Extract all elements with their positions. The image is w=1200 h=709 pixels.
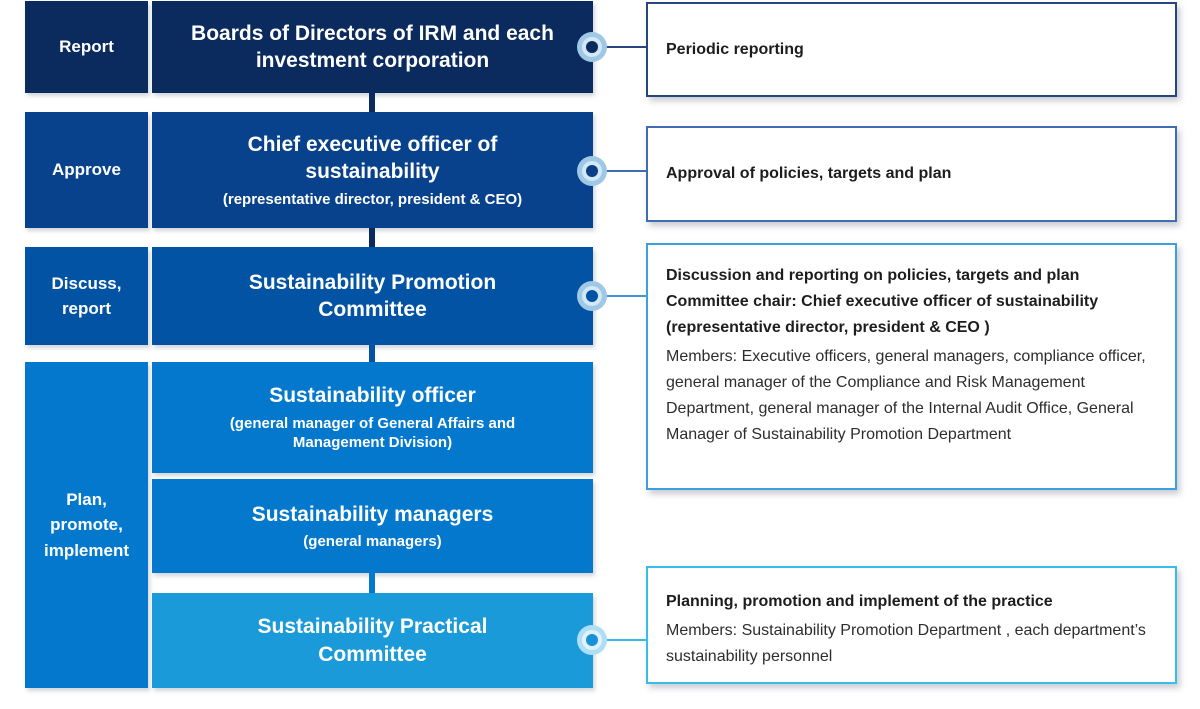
dot-core [586,290,598,302]
org-box-title: Boards of Directors of IRM and each inve… [191,21,554,72]
note-body-text: Members: Executive officers, general man… [666,348,1146,443]
dot-ring [582,37,602,57]
vertical-connector-boards-to-ceo [369,93,375,112]
horizontal-connector-approval [598,170,648,172]
action-label-plan-promote-implement: Plan, promote, implement [25,362,148,688]
vertical-connector-ceo-to-committee [369,228,375,247]
org-box-sustainability-promotion-committee: Sustainability Promotion Committee [152,247,593,345]
org-box-sustainability-practical-committee: Sustainability Practical Committee [152,593,593,688]
note-bold-text: Discussion and reporting on policies, ta… [666,267,1080,284]
vertical-connector-committee-to-officer [369,345,375,362]
horizontal-connector-planning [598,639,648,641]
action-label-report: Report [25,1,148,93]
action-label-discuss-report: Discuss, report [25,247,148,345]
note-box-planning-and-members: Planning, promotion and implement of the… [646,566,1177,684]
note-body-text: Members: Sustainability Promotion Depart… [666,622,1146,665]
dot-core [586,165,598,177]
org-box-subtitle: (general managers) [303,532,442,550]
org-box-sustainability-officer: Sustainability officer (general manager … [152,362,593,473]
vertical-connector-managers-to-practical [369,573,375,593]
note-bold-text: Periodic reporting [666,40,804,58]
org-box-title: Sustainability Promotion Committee [248,270,497,321]
org-box-subtitle: (general manager of General Affairs and … [229,414,516,452]
horizontal-connector-discussion [598,295,648,297]
action-label-approve: Approve [25,112,148,228]
note-bold-text: Planning, promotion and implement of the… [666,593,1053,610]
dot-core [586,41,598,53]
note-box-approval: Approval of policies, targets and plan [646,126,1177,222]
org-box-subtitle: (representative director, president & CE… [222,190,523,208]
note-box-discussion-and-members: Discussion and reporting on policies, ta… [646,243,1177,490]
dot-ring [582,161,602,181]
connector-dot-practical [577,625,607,655]
org-box-title: Sustainability managers [251,502,494,526]
note-bold-text: Committee chair: Chief executive officer… [666,293,1099,336]
dot-core [586,634,598,646]
connector-dot-ceo [577,156,607,186]
org-box-title: Sustainability Practical Committee [257,615,488,666]
dot-ring [582,286,602,306]
org-box-title: Sustainability officer [269,384,476,408]
connector-dot-committee [577,281,607,311]
note-box-periodic-reporting: Periodic reporting [646,2,1177,97]
connector-dot-boards [577,32,607,62]
org-box-sustainability-managers: Sustainability managers (general manager… [152,479,593,573]
dot-ring [582,630,602,650]
org-box-boards-of-directors: Boards of Directors of IRM and each inve… [152,1,593,93]
note-bold-text: Approval of policies, targets and plan [666,165,952,182]
horizontal-connector-periodic-reporting [598,46,648,48]
org-box-title: Chief executive officer of sustainabilit… [247,132,498,184]
org-box-chief-executive-officer: Chief executive officer of sustainabilit… [152,112,593,228]
